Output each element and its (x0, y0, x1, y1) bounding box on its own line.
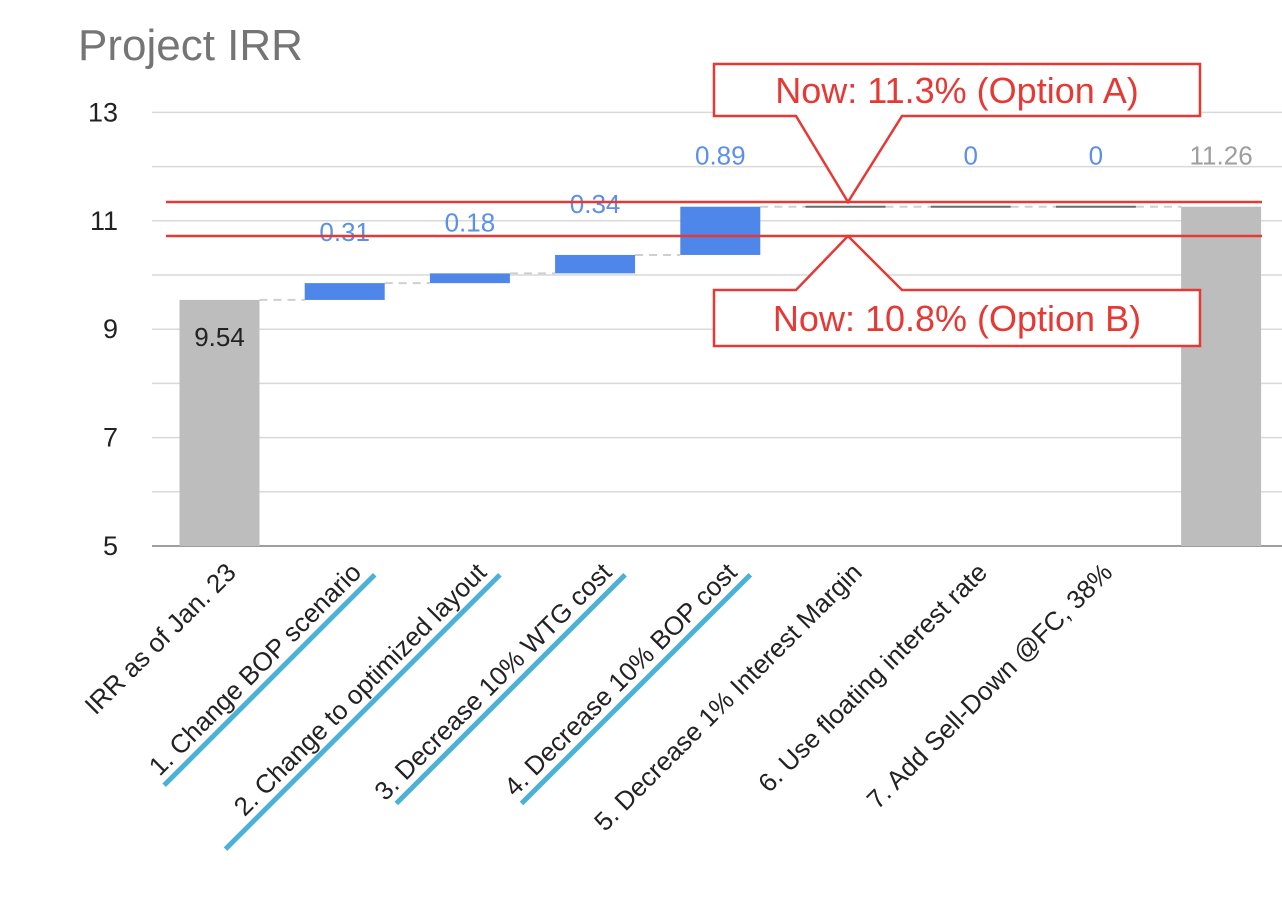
increase-bar (429, 273, 510, 284)
x-tick-label: 1. Change BOP scenario (143, 557, 367, 781)
x-tick-label: 7. Add Sell-Down @FC, 38% (861, 557, 1119, 815)
x-tick-label: 3. Decrease 10% WTG cost (368, 556, 618, 806)
chart-title: Project IRR (78, 21, 303, 70)
x-tick-label: 6. Use floating interest rate (752, 557, 993, 798)
increase-bar (304, 283, 385, 300)
category-underline (223, 572, 502, 851)
data-label: 0 (1089, 141, 1103, 171)
connectors (259, 205, 1182, 301)
x-tick-group: 7. Add Sell-Down @FC, 38% (861, 557, 1119, 815)
x-axis: IRR as of Jan. 231. Change BOP scenario2… (78, 556, 1119, 851)
y-tick-label: 7 (103, 423, 118, 453)
x-tick-group: 3. Decrease 10% WTG cost (368, 556, 627, 806)
category-underline (162, 572, 377, 788)
data-label: 0 (963, 141, 977, 171)
reference-callout-label: Now: 11.3% (Option A) (775, 70, 1139, 111)
total-bar (1181, 206, 1262, 546)
x-tick-group: 1. Change BOP scenario (143, 557, 377, 788)
data-label: 9.54 (194, 322, 245, 352)
reference-callout-box (712, 234, 1202, 348)
data-label: 0.34 (570, 189, 621, 219)
bars (179, 205, 1262, 546)
data-label: 0.18 (445, 207, 496, 237)
reference-lines: Now: 11.3% (Option A) Now: 10.8% (Option … (166, 62, 1262, 348)
category-underline (394, 572, 627, 806)
x-tick-group: 4. Decrease 10% BOP cost (498, 556, 753, 806)
x-tick-label: 2. Change to optimized layout (228, 556, 493, 821)
y-tick-label: 5 (103, 531, 118, 561)
data-label: 0.31 (319, 217, 370, 247)
total-bar (179, 299, 260, 546)
data-label: 11.26 (1190, 141, 1253, 171)
y-tick-label: 13 (88, 97, 118, 127)
y-tick-label: 9 (103, 314, 118, 344)
y-tick-label: 11 (90, 206, 118, 236)
reference-callout-box (712, 62, 1202, 205)
y-axis: 5 7 9 11 13 (88, 97, 118, 561)
reference-callout-label: Now: 10.8% (Option B) (773, 298, 1141, 339)
category-underline (519, 572, 753, 806)
x-tick-label: 4. Decrease 10% BOP cost (498, 556, 743, 801)
increase-bar (555, 254, 636, 274)
data-labels: 9.54 0.31 0.18 0.34 0.89 0 0 11.26 (194, 141, 1252, 352)
increase-bar (680, 206, 761, 255)
x-tick-group: 6. Use floating interest rate (752, 557, 993, 798)
data-label: 0.89 (695, 141, 746, 171)
